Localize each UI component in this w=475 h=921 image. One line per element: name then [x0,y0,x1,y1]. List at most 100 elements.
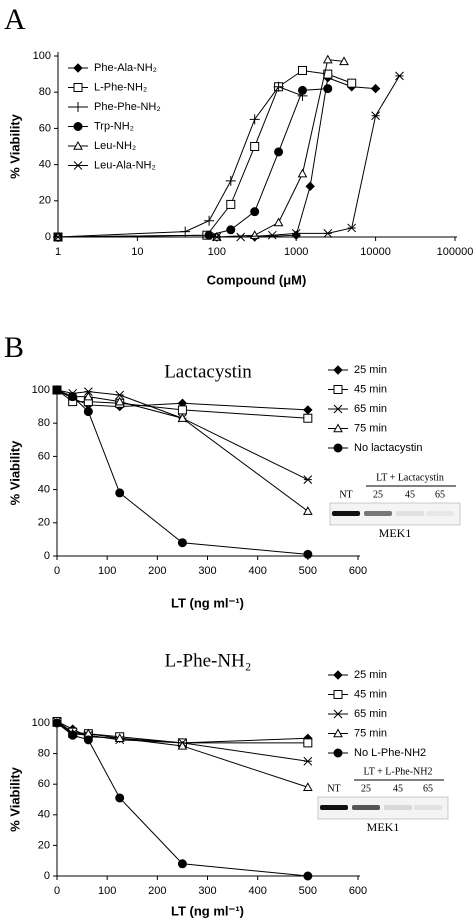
legend-label: No lactacystin [354,442,422,454]
data-point [273,81,284,92]
data-point [303,405,313,415]
data-point [83,735,93,745]
legend-label: 45 min [354,688,387,700]
data-point [115,390,125,400]
x-tick-label: 300 [198,565,216,577]
data-point [115,488,125,498]
y-tick-label: 20 [38,839,50,851]
data-point [302,506,313,515]
legend-label: Phe-Phe-NH₂ [94,101,161,113]
data-point [347,223,357,233]
data-point [83,407,93,417]
x-tick-label: 200 [148,885,166,897]
data-point [303,738,313,748]
blot-header: LT + Lactacystin [376,472,444,483]
blot-lane-label: NT [339,489,352,500]
data-point [68,392,78,402]
data-point [250,207,260,217]
blot-band [320,805,348,810]
x-tick-label: 600 [349,885,367,897]
x-tick-label: 1000 [284,246,308,258]
panel-label: B [4,331,24,364]
data-point [212,232,222,242]
legend-marker [333,423,343,433]
y-tick-label: 40 [38,484,50,496]
data-point [249,230,260,239]
data-point [114,733,125,742]
x-tick-label: 500 [299,565,317,577]
data-point [297,85,307,95]
y-tick-label: 100 [32,717,50,729]
legend-label: 65 min [354,403,387,415]
blot-caption: MEK1 [367,820,400,834]
data-point [226,199,236,209]
legend-marker [73,63,83,73]
x-tick-label: 100 [98,565,116,577]
blot-lane-label: 65 [423,783,433,794]
y-tick-label: 60 [38,450,50,462]
x-tick-label: 300 [198,885,216,897]
data-point [303,413,313,423]
data-point [177,740,188,750]
legend-marker [73,102,83,112]
data-point [177,413,188,422]
data-point [249,114,260,125]
legend-marker [333,670,343,680]
data-point [267,230,277,240]
legend-marker [333,709,343,719]
blot-header: LT + L-Phe-NH2 [364,766,433,777]
data-point [68,730,78,740]
data-point [323,69,333,79]
y-tick-label: 80 [38,417,50,429]
data-point [204,215,215,226]
data-point [114,396,125,406]
data-point [291,229,301,238]
blot [329,502,461,526]
legend-label: Leu-NH₂ [94,140,136,152]
x-tick-label: 10000 [360,246,391,258]
legend-label: 75 min [354,422,387,434]
y-tick-label: 40 [38,809,50,821]
blot-band [396,511,424,516]
data-point [226,225,236,235]
blot-band [352,805,380,810]
data-point [236,232,246,242]
blot-band [426,511,454,516]
data-point [177,538,187,548]
legend-label: 25 min [354,669,387,681]
panel-label: A [4,3,26,36]
x-tick-label: 0 [54,885,60,897]
legend-marker [73,161,83,170]
x-axis-title: LT (ng ml⁻¹) [171,903,244,918]
blot-lane-label: 65 [435,489,445,500]
blot-band [332,511,360,516]
x-axis-title: Compound (μM) [207,272,307,287]
blot-band [384,805,412,810]
legend-marker [333,728,343,738]
blot-lane-label: 25 [361,783,371,794]
legend-marker [73,122,83,131]
x-tick-label: 10 [131,246,143,258]
y-tick-label: 80 [38,748,50,760]
y-axis-title: % Viability [7,766,22,832]
y-tick-label: 60 [38,778,50,790]
series-line [57,69,352,238]
x-tick-label: 0 [54,565,60,577]
y-tick-label: 40 [39,159,51,171]
data-point [291,230,301,240]
data-point [177,405,187,415]
x-tick-label: 200 [148,565,166,577]
x-tick-label: 400 [248,565,266,577]
data-point [52,718,62,728]
data-point [347,78,357,88]
legend-label: 65 min [354,708,387,720]
blot-lane-label: NT [327,783,340,794]
x-tick-label: 500 [299,885,317,897]
chart-title: Lactacystin [164,361,252,382]
data-point [323,229,333,238]
series-line [56,722,308,788]
legend-marker [73,140,83,150]
y-tick-label: 60 [39,122,51,134]
blot-lane-label: 45 [393,783,403,794]
x-tick-label: 400 [248,885,266,897]
